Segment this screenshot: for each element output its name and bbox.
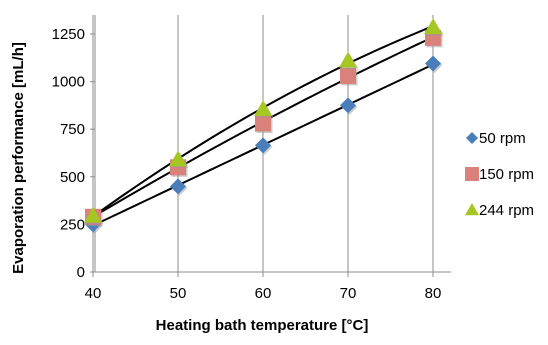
x-tick-label: 80	[425, 285, 442, 302]
x-tick-label: 50	[170, 285, 187, 302]
y-tick-label: 750	[60, 121, 85, 138]
data-point-244-rpm	[254, 100, 272, 116]
legend-marker	[466, 132, 478, 144]
data-point-50-rpm	[255, 137, 271, 154]
data-point-244-rpm	[424, 18, 442, 35]
x-tick-label: 60	[255, 285, 272, 302]
y-tick-label: 1000	[52, 74, 85, 91]
data-point-244-rpm	[169, 150, 187, 167]
y-tick-label: 1250	[52, 26, 85, 43]
legend-diamond-icon	[466, 132, 478, 144]
x-tick-label: 40	[85, 285, 102, 302]
legend-item: 150 rpm	[465, 166, 534, 183]
y-axis-title: Evaporation performance [mL/h]	[10, 42, 27, 274]
y-tick-label: 250	[60, 216, 85, 233]
data-point-150-rpm	[340, 67, 356, 84]
y-tick-label: 0	[77, 264, 85, 281]
legend-square-icon	[465, 167, 479, 181]
legend-marker	[465, 167, 479, 181]
data-point-244-rpm	[339, 51, 357, 68]
legend-triangle-icon	[465, 203, 479, 216]
legend-label: 50 rpm	[479, 130, 526, 147]
y-tick-label: 500	[60, 169, 85, 186]
legend-item: 244 rpm	[465, 202, 534, 219]
legend-marker	[465, 203, 479, 216]
data-point-244-rpm	[84, 206, 102, 223]
legend-label: 244 rpm	[479, 202, 534, 219]
marker-layer	[84, 18, 444, 234]
x-axis-title: Heating bath temperature [°C]	[156, 317, 369, 334]
data-point-150-rpm	[255, 115, 271, 132]
legend: 50 rpm 150 rpm 244 rpm	[465, 130, 534, 219]
legend-label: 150 rpm	[479, 166, 534, 183]
data-point-50-rpm	[340, 97, 356, 114]
data-point-50-rpm	[170, 178, 186, 195]
data-point-50-rpm	[425, 55, 441, 72]
legend-item: 50 rpm	[466, 130, 526, 147]
tick-label-layer: 0 250 500 750 1000 1250 40 50 60 70 80	[52, 26, 442, 302]
x-tick-label: 70	[340, 285, 357, 302]
